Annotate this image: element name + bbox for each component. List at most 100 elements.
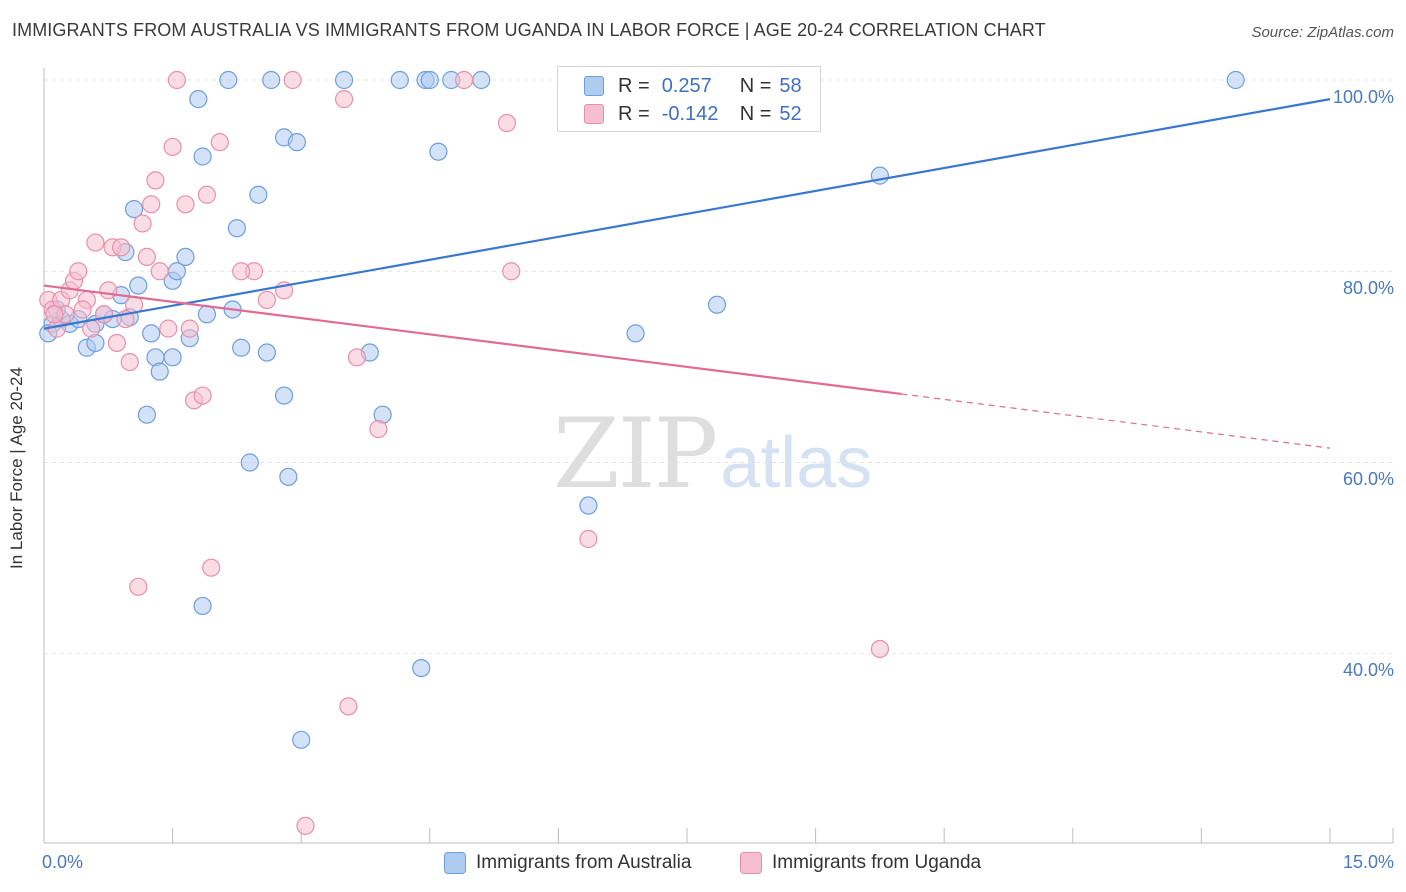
point-uganda [232, 262, 251, 281]
point-australia [129, 276, 148, 295]
point-australia [292, 730, 311, 749]
point-uganda [579, 529, 598, 549]
point-australia [472, 70, 491, 90]
trendline-australia [43, 98, 1331, 330]
bottom-legend-swatch-uganda [740, 852, 762, 874]
point-australia [142, 324, 161, 343]
point-australia [193, 147, 212, 166]
y-tick-label-80: 80.0% [1342, 278, 1394, 298]
y-tick-label-40: 40.0% [1342, 660, 1394, 680]
point-uganda [82, 319, 101, 338]
point-australia [240, 453, 259, 472]
point-uganda [257, 290, 277, 310]
x-tick-label-max: 15.0% [1342, 852, 1394, 872]
legend-r-label: R = [618, 102, 650, 125]
point-australia [390, 70, 409, 90]
point-australia [626, 324, 645, 343]
point-uganda [454, 70, 474, 90]
point-uganda [339, 697, 358, 716]
bottom-legend-label-australia: Immigrants from Australia [476, 852, 692, 873]
point-uganda [197, 185, 216, 204]
point-australia [189, 90, 208, 109]
legend-r-label: R = [618, 74, 650, 97]
point-australia [579, 496, 598, 515]
legend-swatch-uganda [584, 104, 604, 124]
point-uganda [193, 386, 212, 405]
bottom-legend-australia: Immigrants from Australia [444, 852, 691, 874]
point-uganda [497, 113, 517, 133]
point-uganda [69, 262, 88, 281]
trendline-uganda [43, 284, 902, 396]
point-uganda [133, 214, 152, 233]
point-australia [257, 343, 277, 362]
point-uganda [202, 558, 221, 577]
point-australia [334, 70, 354, 90]
point-uganda [142, 195, 161, 214]
point-uganda [94, 305, 114, 324]
legend-n-label: N = [739, 74, 772, 97]
point-australia [262, 70, 281, 90]
point-uganda [150, 262, 169, 281]
point-australia [124, 199, 144, 219]
point-australia [232, 338, 251, 357]
point-australia [287, 133, 307, 152]
point-uganda [107, 333, 126, 353]
point-australia [219, 70, 238, 90]
bottom-legend-swatch-australia [444, 852, 466, 874]
x-tick-label-min: 0.0% [42, 852, 84, 872]
legend-n-value-australia: 58 [779, 74, 802, 97]
point-uganda [502, 262, 521, 281]
point-australia [420, 70, 439, 90]
y-axis-label: In Labor Force | Age 20-24 [7, 367, 26, 569]
point-australia [163, 348, 182, 367]
point-uganda [159, 319, 178, 338]
legend-row-australia: R = 0.257 N = 58 [584, 74, 802, 98]
point-uganda [283, 70, 302, 90]
legend-row-uganda: R = -0.142 N = 52 [584, 102, 802, 126]
point-uganda [112, 238, 131, 257]
point-uganda [167, 70, 186, 90]
correlation-legend: R = 0.257 N = 58 R = -0.142 N = 52 [557, 66, 821, 132]
point-uganda [296, 816, 315, 835]
point-australia [176, 247, 195, 267]
point-uganda [210, 133, 229, 152]
point-australia [279, 467, 298, 486]
point-uganda [176, 195, 195, 214]
point-australia [707, 295, 727, 314]
point-uganda [347, 348, 367, 367]
source-credit: Source: ZipAtlas.com [1251, 24, 1394, 41]
bottom-legend-uganda: Immigrants from Uganda [740, 852, 981, 874]
legend-n-value-uganda: 52 [779, 102, 802, 125]
point-uganda [120, 352, 139, 372]
point-uganda [86, 233, 105, 252]
point-uganda [129, 577, 148, 596]
point-australia [274, 386, 294, 405]
legend-r-value-uganda: -0.142 [661, 102, 719, 125]
point-uganda [334, 90, 354, 109]
point-uganda [163, 137, 182, 157]
legend-n-label: N = [739, 102, 772, 125]
point-australia [193, 596, 212, 616]
point-australia [249, 185, 268, 204]
point-australia [137, 405, 156, 424]
point-uganda [45, 305, 64, 324]
legend-r-value-australia: 0.257 [661, 74, 712, 97]
point-australia [197, 305, 216, 324]
point-australia [412, 658, 431, 678]
point-australia [1226, 70, 1245, 90]
chart-title: IMMIGRANTS FROM AUSTRALIA VS IMMIGRANTS … [12, 20, 1046, 40]
point-uganda [137, 247, 156, 267]
bottom-legend-label-uganda: Immigrants from Uganda [772, 852, 982, 873]
y-tick-label-60: 60.0% [1342, 469, 1394, 489]
y-tick-label-100: 100.0% [1332, 87, 1394, 107]
point-uganda [870, 639, 890, 659]
point-australia [150, 362, 169, 381]
point-australia [227, 219, 246, 238]
point-uganda [180, 319, 199, 338]
point-uganda [146, 171, 165, 190]
trendline-dashed-uganda [901, 393, 1331, 449]
point-australia [429, 142, 448, 161]
point-uganda [369, 419, 388, 439]
legend-swatch-australia [584, 76, 604, 96]
